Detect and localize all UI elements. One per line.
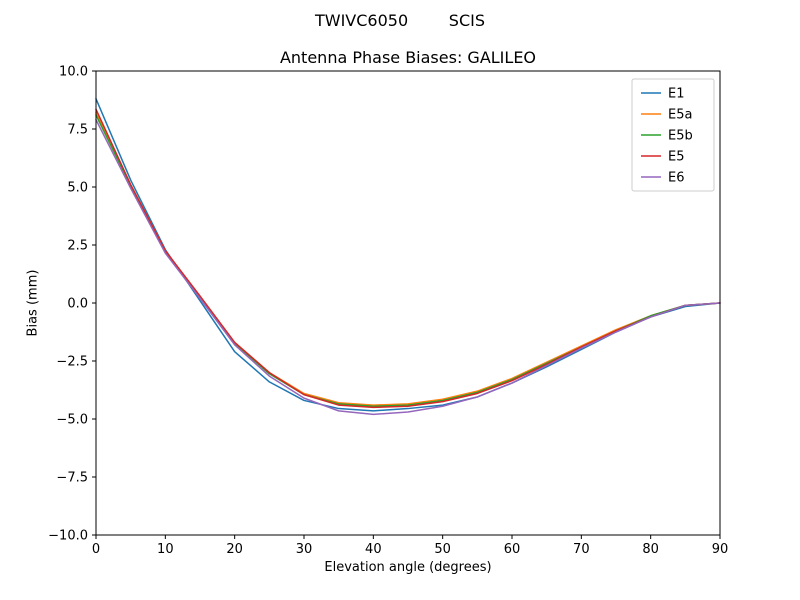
y-tick-label: 10.0 (59, 65, 88, 80)
series-line-E5a (95, 112, 721, 406)
y-tick-label: −5.0 (56, 413, 88, 428)
x-tick-label: 60 (504, 542, 521, 557)
x-tick-label: 0 (92, 542, 100, 557)
axes-title: Antenna Phase Biases: GALILEO (279, 48, 537, 67)
x-tick-label: 40 (365, 542, 382, 557)
y-axis-label: Bias (mm) (25, 269, 41, 337)
x-tick-label: 80 (642, 542, 659, 557)
y-tick-label: 0.0 (67, 297, 88, 312)
series-line-E5b (95, 114, 721, 407)
legend-label-E1: E1 (668, 87, 685, 102)
x-tick-label: 20 (226, 542, 243, 557)
y-tick-label: 7.5 (67, 123, 88, 138)
legend-label-E5: E5 (668, 150, 685, 165)
legend-label-E5a: E5a (668, 108, 692, 123)
x-tick-label: 70 (573, 542, 590, 557)
x-tick-label: 10 (157, 542, 174, 557)
x-tick-label: 50 (434, 542, 451, 557)
x-axis-label: Elevation angle (degrees) (324, 560, 492, 575)
y-tick-label: −10.0 (48, 529, 88, 544)
figure-suptitle: TWIVC6050 SCIS (314, 11, 486, 30)
y-tick-label: −7.5 (56, 471, 88, 486)
series-line-E1 (95, 98, 721, 412)
legend-box (631, 78, 715, 192)
series-line-E6 (95, 118, 721, 416)
series-line-E5 (95, 108, 721, 409)
legend-label-E6: E6 (668, 171, 685, 186)
legend-label-E5b: E5b (668, 129, 693, 144)
y-tick-label: 2.5 (67, 239, 88, 254)
y-tick-label: −2.5 (56, 355, 88, 370)
y-tick-label: 5.0 (67, 181, 88, 196)
axes-frame (95, 70, 721, 536)
x-tick-label: 90 (712, 542, 729, 557)
x-tick-label: 30 (296, 542, 313, 557)
